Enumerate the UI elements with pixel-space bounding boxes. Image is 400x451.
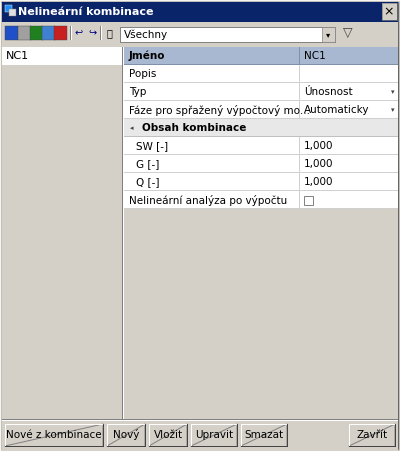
Bar	[42, 26, 55, 40]
Bar	[124, 83, 398, 101]
Bar	[124, 100, 398, 101]
Bar	[299, 155, 300, 173]
Bar	[299, 191, 300, 209]
Bar	[299, 173, 300, 191]
Bar	[101, 26, 102, 40]
Text: ◂: ◂	[130, 125, 134, 131]
Bar	[5, 26, 18, 40]
Text: Smazat: Smazat	[244, 430, 284, 440]
Bar	[86, 26, 98, 40]
Text: NC1: NC1	[304, 51, 326, 61]
Bar	[2, 48, 398, 49]
Bar	[100, 26, 101, 40]
Text: Obsah kombinace: Obsah kombinace	[142, 123, 246, 133]
Bar	[103, 26, 116, 40]
Text: ↩: ↩	[75, 28, 83, 38]
Text: G [-]: G [-]	[136, 159, 159, 169]
Bar	[299, 83, 300, 101]
Bar	[349, 424, 395, 446]
Text: ▾: ▾	[391, 107, 395, 113]
Bar	[9, 9, 16, 16]
Bar	[124, 191, 398, 209]
Text: 🖨: 🖨	[106, 28, 112, 38]
Text: Popis: Popis	[129, 69, 156, 79]
Text: Typ: Typ	[129, 87, 146, 97]
Bar	[124, 47, 398, 65]
Text: Upravit: Upravit	[195, 430, 233, 440]
Bar	[2, 420, 398, 421]
Bar	[124, 155, 398, 173]
Bar	[124, 136, 398, 137]
Text: ▽: ▽	[343, 27, 353, 40]
Text: ▾: ▾	[326, 30, 330, 39]
Bar	[124, 65, 398, 83]
Bar	[124, 137, 398, 155]
Text: NC1: NC1	[6, 51, 29, 61]
Bar	[124, 154, 398, 155]
Bar	[124, 101, 398, 119]
Bar	[30, 26, 43, 40]
Bar	[299, 65, 300, 83]
Bar	[191, 424, 237, 446]
Text: Automaticky: Automaticky	[304, 105, 370, 115]
Bar	[5, 5, 12, 12]
Text: Q [-]: Q [-]	[136, 177, 160, 187]
Bar	[18, 26, 31, 40]
Bar	[2, 2, 398, 22]
Bar	[382, 3, 397, 20]
Bar	[124, 173, 398, 191]
Bar	[299, 101, 300, 119]
Text: Nelineární analýza po výpočtu: Nelineární analýza po výpočtu	[129, 194, 287, 206]
Bar	[241, 424, 287, 446]
Bar	[2, 47, 122, 65]
Text: ×: ×	[384, 5, 394, 18]
Bar	[382, 3, 397, 20]
Text: Fáze pro spřažený výpočtový mo...: Fáze pro spřažený výpočtový mo...	[129, 105, 310, 115]
Bar	[124, 118, 398, 119]
Text: ↪: ↪	[88, 28, 96, 38]
Bar	[107, 424, 145, 446]
Text: Jméno: Jméno	[129, 51, 166, 61]
Bar	[304, 195, 313, 204]
Text: ▾: ▾	[391, 89, 395, 95]
Text: SW [-]: SW [-]	[136, 141, 168, 151]
Bar	[120, 27, 335, 42]
Bar	[73, 26, 85, 40]
Bar	[2, 22, 398, 49]
Text: Nový: Nový	[113, 429, 139, 441]
Bar	[299, 47, 300, 65]
Bar	[124, 119, 398, 137]
Text: 1,000: 1,000	[304, 159, 334, 169]
Text: Nelineární kombinace: Nelineární kombinace	[18, 7, 154, 17]
Bar	[70, 26, 71, 40]
Text: Únosnost: Únosnost	[304, 87, 353, 97]
Text: 1,000: 1,000	[304, 141, 334, 151]
Text: Nové z kombinace: Nové z kombinace	[6, 430, 102, 440]
Bar	[5, 424, 103, 446]
Bar	[71, 26, 72, 40]
Bar	[2, 47, 122, 419]
Bar	[122, 47, 123, 419]
Bar	[2, 419, 398, 420]
Bar	[2, 419, 398, 451]
Bar	[322, 27, 335, 42]
Bar	[123, 47, 124, 419]
Bar	[299, 137, 300, 155]
Bar	[54, 26, 67, 40]
Bar	[2, 47, 398, 419]
Text: 1,000: 1,000	[304, 177, 334, 187]
Text: Všechny: Všechny	[124, 29, 168, 40]
Bar	[124, 82, 398, 83]
Text: Zavřít: Zavřít	[356, 430, 388, 440]
Text: Vložit: Vložit	[154, 430, 182, 440]
Bar	[149, 424, 187, 446]
